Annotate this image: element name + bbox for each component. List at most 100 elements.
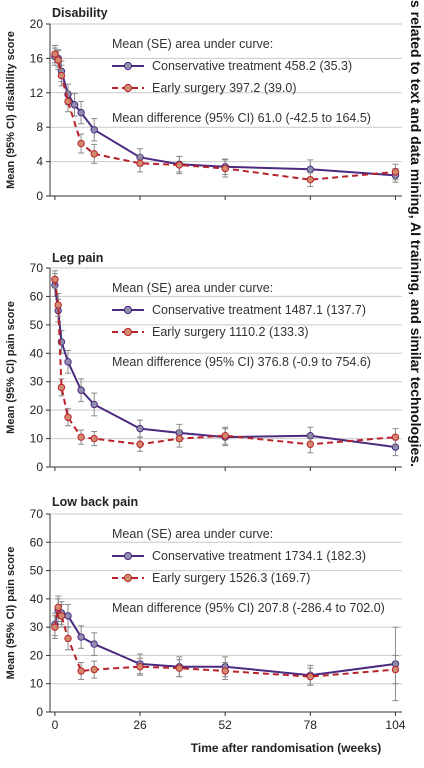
- y-axis-label: Mean (95% CI) disability score: [5, 31, 17, 189]
- data-point: [64, 358, 72, 366]
- y-tick-label: 0: [36, 705, 43, 719]
- data-point: [136, 663, 144, 671]
- y-tick-label: 50: [30, 564, 44, 578]
- legend-header: Mean (SE) area under curve:: [112, 37, 273, 51]
- data-point: [306, 672, 315, 681]
- data-point: [90, 400, 98, 409]
- data-point: [57, 612, 66, 620]
- legend-swatch-marker: [123, 83, 133, 93]
- y-tick-label: 16: [30, 51, 44, 65]
- data-point: [90, 150, 98, 158]
- y-tick-label: 40: [30, 592, 44, 606]
- y-tick-label: 60: [30, 289, 44, 303]
- data-point: [306, 175, 315, 184]
- data-point: [51, 623, 59, 631]
- series-surgery: [51, 270, 400, 454]
- legend-swatch-marker: [123, 573, 133, 583]
- data-point: [391, 168, 400, 176]
- y-tick-label: 30: [30, 620, 44, 634]
- data-point: [57, 71, 66, 80]
- legend-label: Conservative treatment 458.2 (35.3): [152, 59, 352, 73]
- series-surgery: [51, 595, 400, 686]
- legend-label: Early surgery 397.2 (39.0): [152, 81, 297, 95]
- y-tick-label: 20: [30, 403, 44, 417]
- legend-label: Conservative treatment 1734.1 (182.3): [152, 549, 366, 563]
- data-point: [70, 101, 79, 109]
- data-point: [90, 665, 98, 674]
- legend-swatch-marker: [123, 551, 133, 561]
- y-tick-label: 70: [30, 261, 44, 275]
- data-point: [175, 161, 184, 169]
- y-tick-label: 40: [30, 346, 44, 360]
- x-tick-label: 0: [52, 718, 59, 732]
- data-point: [64, 612, 72, 620]
- data-point: [306, 440, 315, 448]
- legend-swatch-marker: [123, 305, 133, 315]
- data-point: [64, 634, 72, 643]
- y-axis-label: Mean (95% CI) pain score: [5, 301, 17, 434]
- data-point: [90, 434, 98, 443]
- y-tick-label: 0: [36, 460, 43, 474]
- data-point: [77, 139, 85, 148]
- data-point: [77, 108, 85, 117]
- legend-footer: Mean difference (95% CI) 61.0 (-42.5 to …: [112, 111, 371, 125]
- data-point: [221, 432, 229, 440]
- data-point: [136, 159, 144, 168]
- legend-label: Early surgery 1110.2 (133.3): [152, 325, 309, 339]
- legend-footer: Mean difference (95% CI) 207.8 (-286.4 t…: [112, 601, 385, 615]
- y-axis-label: Mean (95% CI) pain score: [5, 547, 17, 680]
- x-tick-label: 26: [133, 718, 147, 732]
- chart-panel-2: 0 10 20 30 40 50 60 70 Leg pain Mean (95% CI) pai…: [5, 251, 402, 474]
- y-tick-label: 12: [30, 86, 44, 100]
- panel-title: Low back pain: [52, 495, 138, 509]
- data-point: [77, 386, 85, 394]
- x-axis-label: Time after randomisation (weeks): [191, 741, 382, 755]
- legend-header: Mean (SE) area under curve:: [112, 527, 273, 541]
- y-tick-label: 10: [30, 677, 44, 691]
- y-tick-label: 30: [30, 375, 44, 389]
- data-point: [136, 440, 144, 448]
- data-point: [77, 633, 85, 641]
- data-point: [175, 434, 184, 443]
- panel-title: Leg pain: [52, 251, 103, 265]
- y-tick-label: 8: [36, 120, 43, 134]
- y-tick-label: 50: [30, 318, 44, 332]
- data-point: [391, 665, 400, 674]
- x-tick-label: 52: [219, 718, 233, 732]
- x-tick-label: 104: [385, 718, 405, 732]
- data-point: [57, 383, 66, 392]
- x-tick-label: 78: [304, 718, 318, 732]
- legend: Mean (SE) area under curve: Conservative …: [112, 37, 371, 125]
- y-tick-label: 4: [36, 155, 43, 169]
- data-point: [77, 667, 85, 675]
- data-point: [77, 433, 85, 441]
- chart-panel-1: 0 4 8 12 16 20 Disability Mean (95% CI) disabil…: [5, 6, 402, 203]
- y-tick-label: 20: [30, 17, 44, 31]
- data-point: [306, 165, 315, 174]
- legend-footer: Mean difference (95% CI) 376.8 (-0.9 to …: [112, 355, 371, 369]
- y-tick-label: 20: [30, 648, 44, 662]
- y-tick-label: 0: [36, 189, 43, 203]
- chart-panels: 0 4 8 12 16 20 Disability Mean (95% CI) disabil…: [5, 6, 406, 732]
- legend: Mean (SE) area under curve: Conservative …: [112, 527, 385, 615]
- data-point: [221, 667, 229, 675]
- data-point: [54, 56, 62, 64]
- data-point: [90, 640, 98, 648]
- legend-swatch-marker: [123, 327, 133, 337]
- legend-swatch-marker: [123, 61, 133, 71]
- panel-title: Disability: [52, 6, 108, 20]
- data-point: [64, 413, 72, 421]
- y-tick-label: 60: [30, 535, 44, 549]
- data-point: [54, 301, 62, 309]
- data-point: [391, 433, 400, 441]
- data-point: [175, 664, 184, 672]
- data-point: [90, 126, 98, 134]
- data-point: [54, 603, 62, 612]
- legend-header: Mean (SE) area under curve:: [112, 281, 273, 295]
- y-tick-label: 70: [30, 507, 44, 521]
- data-point: [221, 164, 229, 173]
- side-copyright-text: s related to text and data mining, AI tr…: [408, 0, 424, 467]
- legend-label: Early surgery 1526.3 (169.7): [152, 571, 310, 585]
- data-point: [51, 50, 59, 58]
